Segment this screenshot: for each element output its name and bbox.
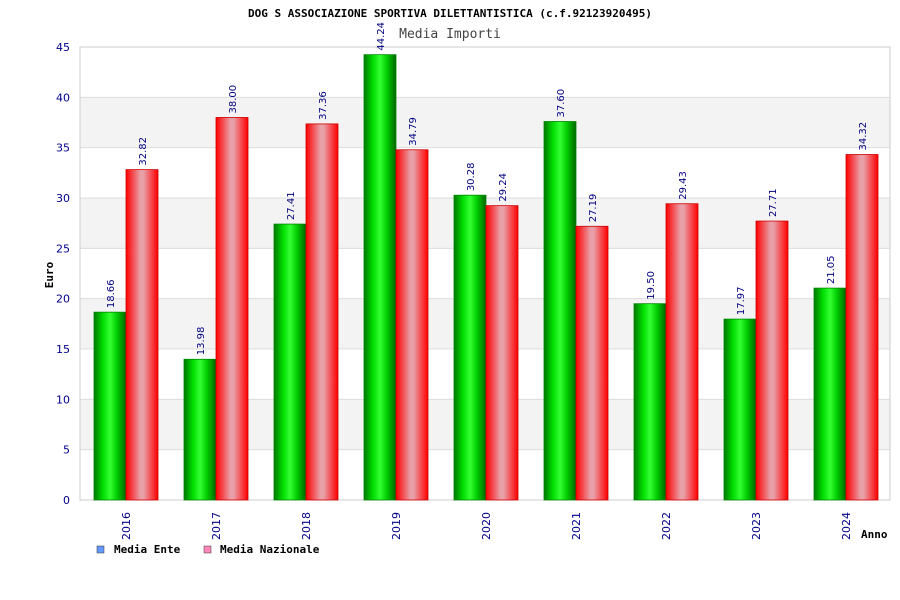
bars: 18.66 32.82 13.98 38.00 27.41 37.36 44.24 34.79… [93, 22, 879, 501]
chart-subtitle: Media Importi [399, 27, 501, 42]
x-tick-label: 2024 [840, 512, 853, 540]
value-label-media-ente: 44.24 [376, 22, 387, 51]
value-label-media-ente: 30.28 [466, 163, 477, 192]
y-tick-label: 30 [56, 192, 70, 205]
x-axis-label: Anno [861, 528, 888, 541]
bar-media-nazionale [215, 117, 249, 501]
bar-media-nazionale [305, 123, 339, 501]
grid-band [80, 147, 890, 198]
bar-media-nazionale [755, 220, 789, 501]
y-tick-label: 0 [63, 494, 70, 507]
x-tick-label: 2016 [120, 512, 133, 540]
value-label-media-nazionale: 32.82 [138, 137, 149, 166]
value-label-media-nazionale: 29.43 [678, 171, 689, 200]
y-tick-label: 45 [56, 41, 70, 54]
legend: Media Ente Media Nazionale [96, 543, 320, 556]
value-label-media-ente: 27.41 [286, 191, 297, 220]
bar-media-ente [363, 54, 397, 501]
x-tick-label: 2023 [750, 512, 763, 540]
value-label-media-ente: 18.66 [106, 280, 117, 309]
grid-band [80, 47, 890, 98]
value-label-media-ente: 19.50 [646, 271, 657, 300]
legend-swatch-media-ente [96, 545, 105, 554]
value-label-media-nazionale: 27.19 [588, 194, 599, 223]
bar-media-ente [543, 121, 577, 501]
value-label-media-ente: 13.98 [196, 327, 207, 356]
bar-media-ente [183, 358, 217, 501]
bar-media-ente [453, 194, 487, 501]
x-tick-label: 2020 [480, 512, 493, 540]
value-label-media-ente: 17.97 [736, 286, 747, 315]
y-tick-label: 25 [56, 242, 70, 255]
value-label-media-nazionale: 37.36 [318, 91, 329, 120]
y-axis-label: Euro [43, 261, 56, 288]
legend-label-media-nazionale: Media Nazionale [220, 543, 320, 556]
y-tick-label: 35 [56, 142, 70, 155]
x-tick-label: 2022 [660, 512, 673, 540]
x-tick-label: 2019 [390, 512, 403, 540]
value-label-media-nazionale: 27.71 [768, 188, 779, 217]
bar-media-nazionale [125, 169, 159, 501]
x-tick-label: 2021 [570, 512, 583, 540]
bar-media-ente [273, 223, 307, 501]
bar-media-ente [633, 303, 667, 501]
value-label-media-ente: 37.60 [556, 89, 567, 118]
bar-media-ente [93, 311, 127, 501]
bar-media-nazionale [485, 205, 519, 501]
bar-media-ente [813, 287, 847, 501]
y-axis-ticks: 0 5 10 15 20 25 30 35 40 45 [56, 41, 70, 507]
bar-media-nazionale [575, 225, 609, 501]
grid-band [80, 97, 890, 148]
y-tick-label: 5 [63, 444, 70, 457]
bar-media-nazionale [665, 203, 699, 501]
value-label-media-ente: 21.05 [826, 255, 837, 284]
y-tick-label: 20 [56, 293, 70, 306]
value-label-media-nazionale: 34.32 [858, 122, 869, 151]
value-label-media-nazionale: 38.00 [228, 85, 239, 114]
bar-media-nazionale [845, 154, 879, 501]
y-tick-label: 15 [56, 343, 70, 356]
x-tick-label: 2018 [300, 512, 313, 540]
y-tick-label: 10 [56, 393, 70, 406]
y-tick-label: 40 [56, 91, 70, 104]
chart-title: DOG S ASSOCIAZIONE SPORTIVA DILETTANTIST… [248, 7, 652, 20]
legend-swatch-media-nazionale [203, 545, 212, 554]
value-label-media-nazionale: 29.24 [498, 173, 509, 202]
bar-media-ente [723, 318, 757, 501]
x-tick-label: 2017 [210, 512, 223, 540]
value-label-media-nazionale: 34.79 [408, 117, 419, 146]
x-axis-ticks: 2016 2017 2018 2019 2020 2021 2022 2023 2024 [120, 512, 853, 540]
bar-media-nazionale [395, 149, 429, 501]
legend-label-media-ente: Media Ente [114, 543, 181, 556]
